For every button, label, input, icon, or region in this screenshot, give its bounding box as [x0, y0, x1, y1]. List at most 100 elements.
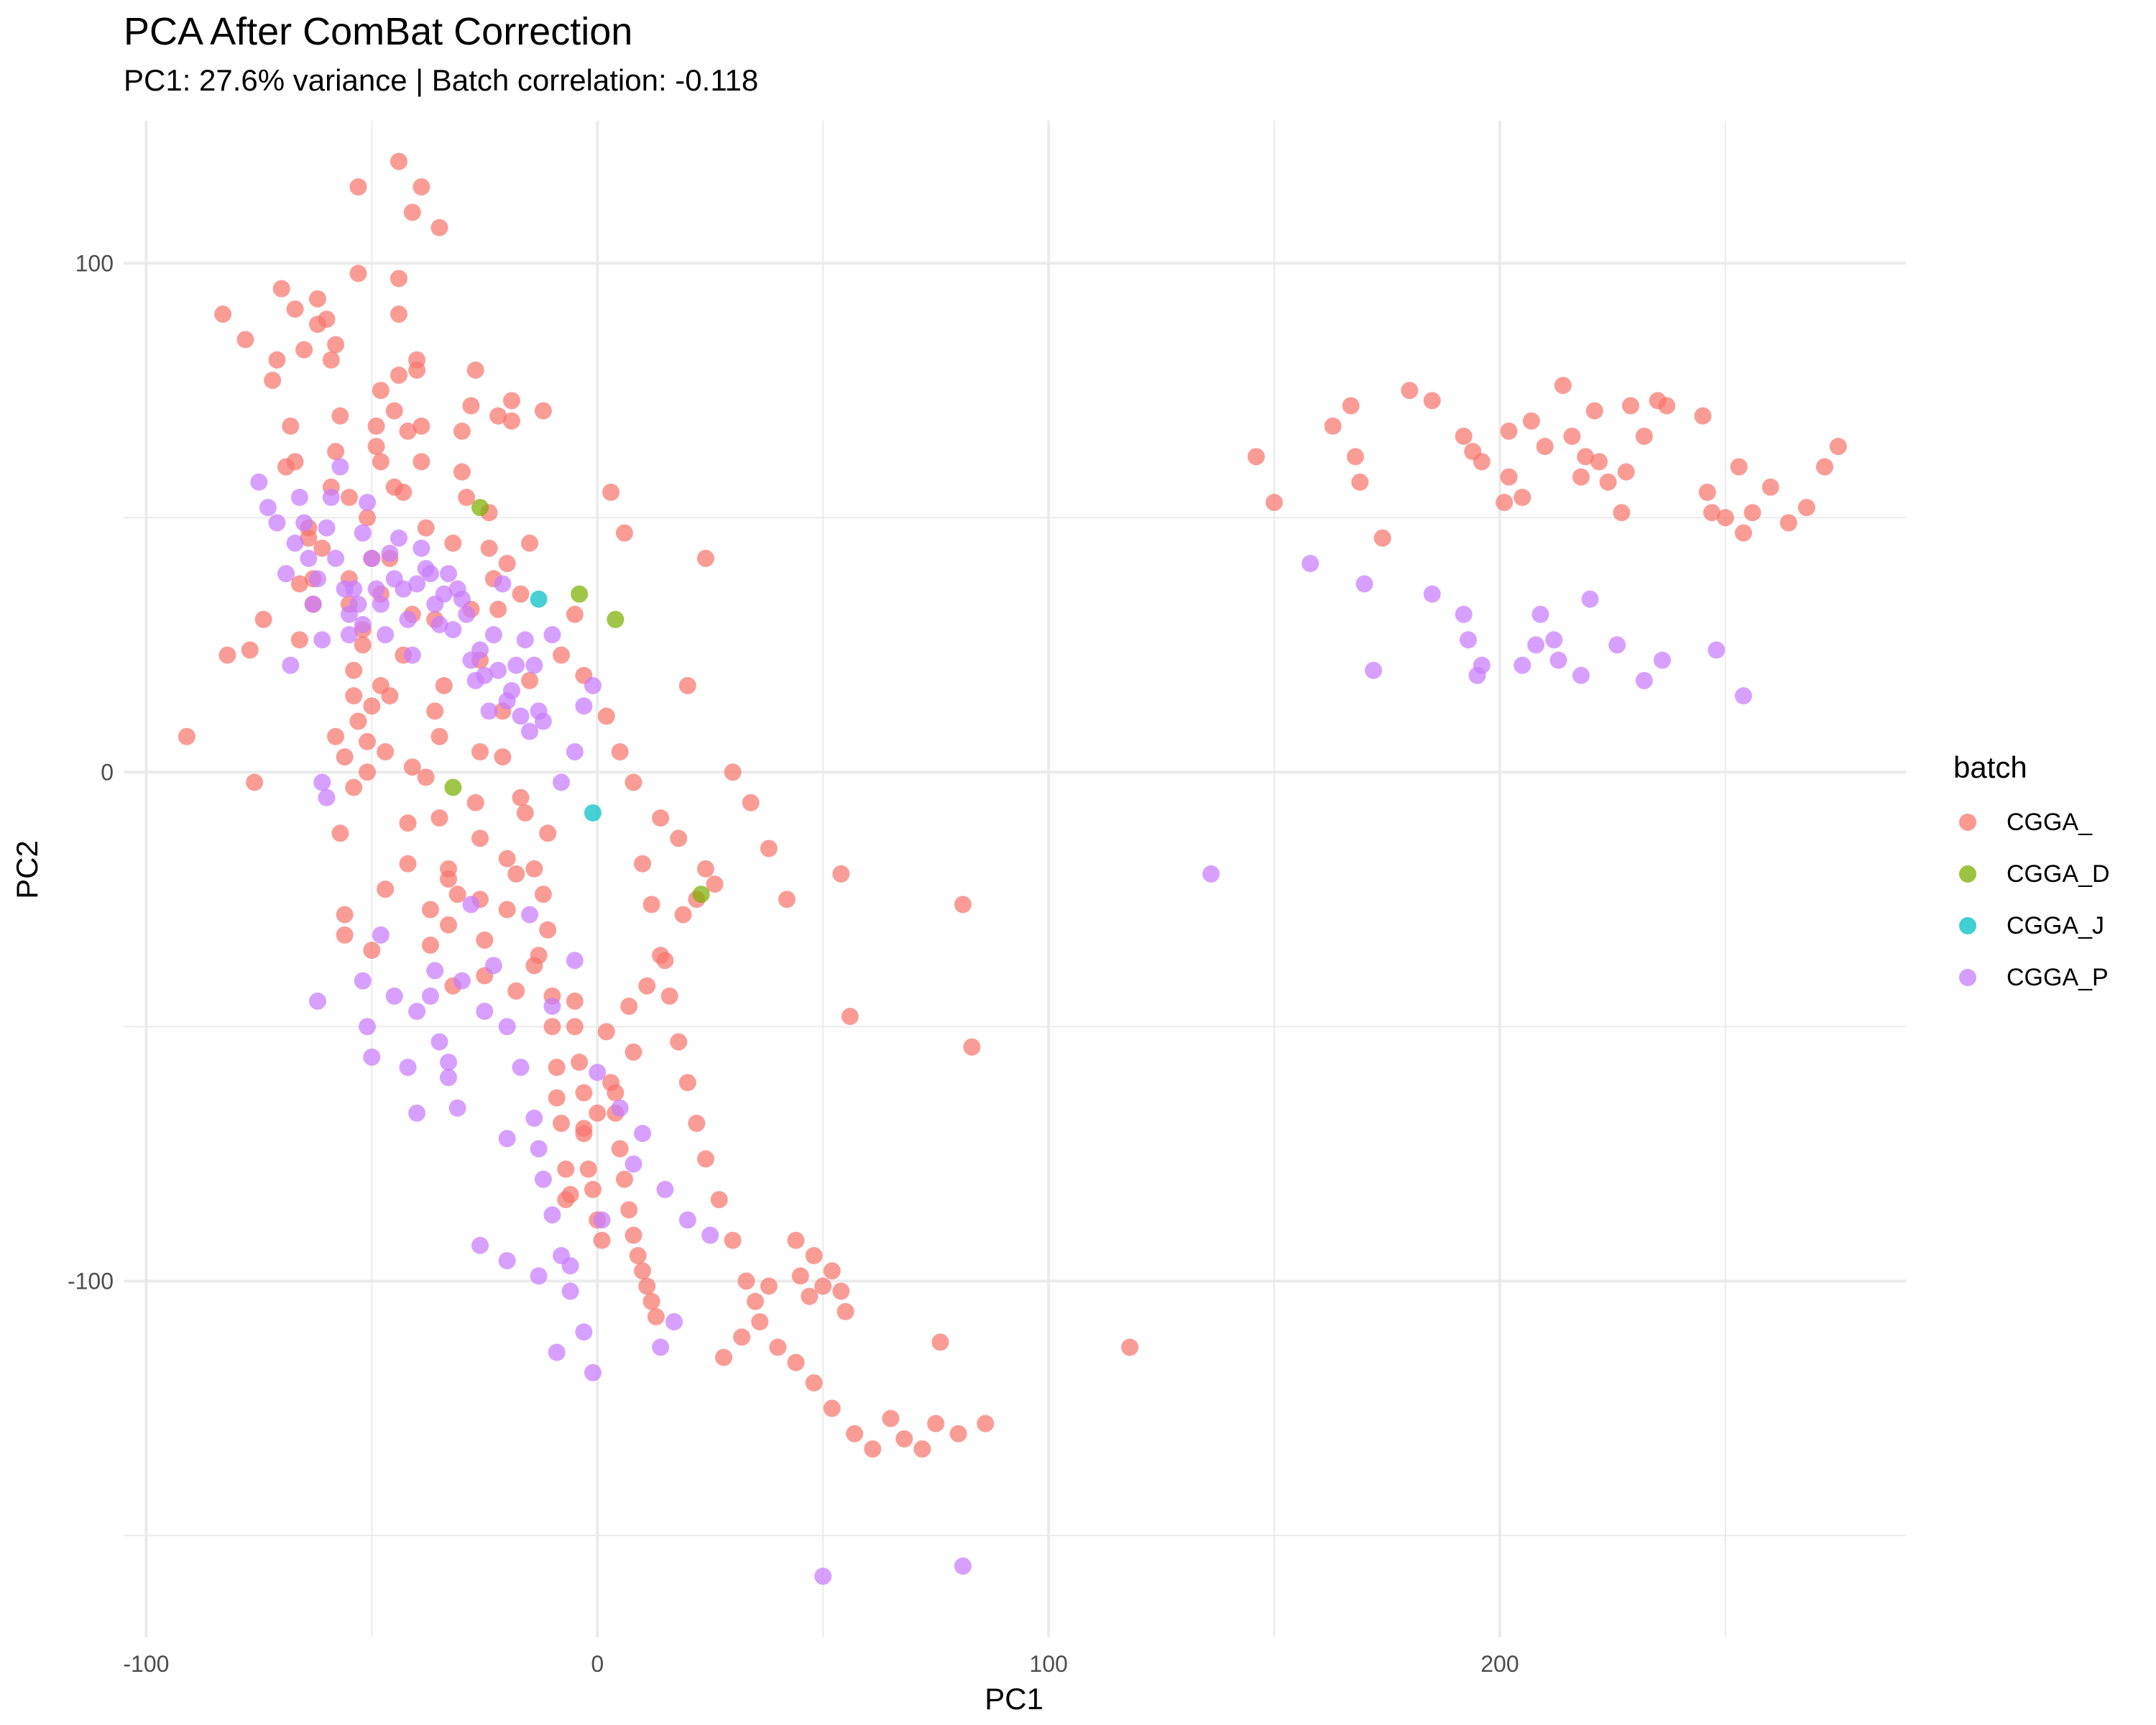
data-point: [1347, 448, 1365, 466]
data-point: [670, 1033, 688, 1051]
data-point: [308, 570, 326, 588]
data-point: [413, 417, 430, 435]
data-point: [322, 488, 340, 506]
data-point: [259, 499, 277, 517]
data-point: [949, 1425, 967, 1443]
data-point: [502, 392, 520, 410]
data-point: [471, 499, 489, 517]
legend-item: CGGA_J: [1953, 900, 2110, 952]
data-point: [489, 600, 507, 618]
data-point: [359, 509, 377, 527]
data-point: [313, 773, 331, 791]
data-point: [484, 626, 502, 644]
data-point: [963, 1038, 981, 1056]
data-point: [566, 992, 584, 1010]
x-axis-title: PC1: [985, 1682, 1044, 1716]
chart-subtitle: PC1: 27.6% variance | Batch correlation:…: [124, 63, 759, 97]
x-tick-label: 0: [591, 1651, 604, 1677]
data-point: [290, 488, 308, 506]
data-point: [498, 901, 516, 919]
data-point: [543, 626, 561, 644]
data-point: [823, 1399, 841, 1417]
data-point: [701, 1226, 719, 1244]
y-tick-label: -100: [68, 1268, 114, 1294]
data-point: [390, 529, 407, 547]
legend-dot-icon: [1959, 917, 1976, 934]
data-point: [300, 529, 318, 547]
legend-title: batch: [1953, 750, 2027, 784]
data-point: [322, 351, 340, 369]
legend-item: CGGA_: [1953, 796, 2110, 848]
data-point: [444, 621, 462, 639]
data-point: [1743, 504, 1761, 522]
data-point: [566, 742, 584, 760]
data-point: [313, 539, 331, 557]
data-point: [426, 962, 444, 980]
data-point: [787, 1353, 805, 1371]
data-point: [327, 549, 345, 567]
legend-key: [1953, 860, 1982, 888]
data-point: [832, 865, 850, 883]
data-point: [359, 1018, 377, 1036]
data-point: [1522, 412, 1540, 430]
x-tick-label: 200: [1480, 1651, 1519, 1677]
x-tick-label: 100: [1029, 1651, 1067, 1677]
data-point: [372, 382, 390, 400]
data-point: [489, 407, 507, 425]
data-point: [656, 952, 674, 970]
data-point: [913, 1440, 931, 1458]
data-point: [214, 305, 232, 323]
data-point: [543, 1206, 561, 1224]
data-point: [579, 1160, 597, 1178]
data-point: [778, 891, 796, 908]
data-point: [430, 218, 448, 236]
data-point: [1373, 529, 1391, 547]
data-point: [530, 590, 548, 608]
data-point: [471, 829, 489, 847]
data-point: [377, 626, 395, 644]
data-point: [313, 631, 331, 649]
data-point: [787, 1231, 805, 1249]
data-point: [1694, 407, 1712, 425]
data-point: [345, 687, 363, 705]
data-point: [349, 264, 367, 282]
data-point: [1247, 448, 1265, 466]
data-point: [882, 1409, 900, 1427]
data-point: [597, 1023, 615, 1041]
data-point: [593, 1231, 611, 1249]
data-point: [282, 656, 300, 674]
data-point: [413, 453, 430, 471]
data-point: [359, 763, 377, 781]
data-point: [557, 1160, 575, 1178]
data-point: [417, 519, 435, 537]
data-point: [724, 763, 742, 781]
data-point: [363, 697, 381, 715]
data-point: [498, 850, 516, 868]
data-point: [421, 565, 439, 583]
data-point: [634, 1262, 652, 1280]
data-point: [534, 1170, 552, 1188]
data-point: [1708, 641, 1726, 659]
data-point: [1563, 427, 1581, 445]
data-point: [440, 870, 458, 888]
data-point: [977, 1414, 995, 1432]
data-point: [539, 824, 557, 842]
data-point: [399, 1058, 417, 1076]
data-point: [300, 549, 318, 567]
data-point: [363, 942, 381, 960]
data-point: [1496, 494, 1514, 512]
data-point: [575, 1125, 593, 1143]
data-point: [611, 1140, 629, 1158]
data-point: [534, 886, 552, 903]
legend-item: CGGA_D: [1953, 848, 2110, 900]
data-point: [1617, 463, 1635, 481]
legend-key: [1953, 963, 1982, 992]
data-point: [480, 539, 498, 557]
data-point: [584, 804, 602, 822]
data-point: [1572, 468, 1590, 486]
data-point: [737, 1272, 755, 1290]
data-point: [1658, 397, 1676, 415]
data-point: [1554, 377, 1572, 395]
data-point: [864, 1440, 882, 1458]
